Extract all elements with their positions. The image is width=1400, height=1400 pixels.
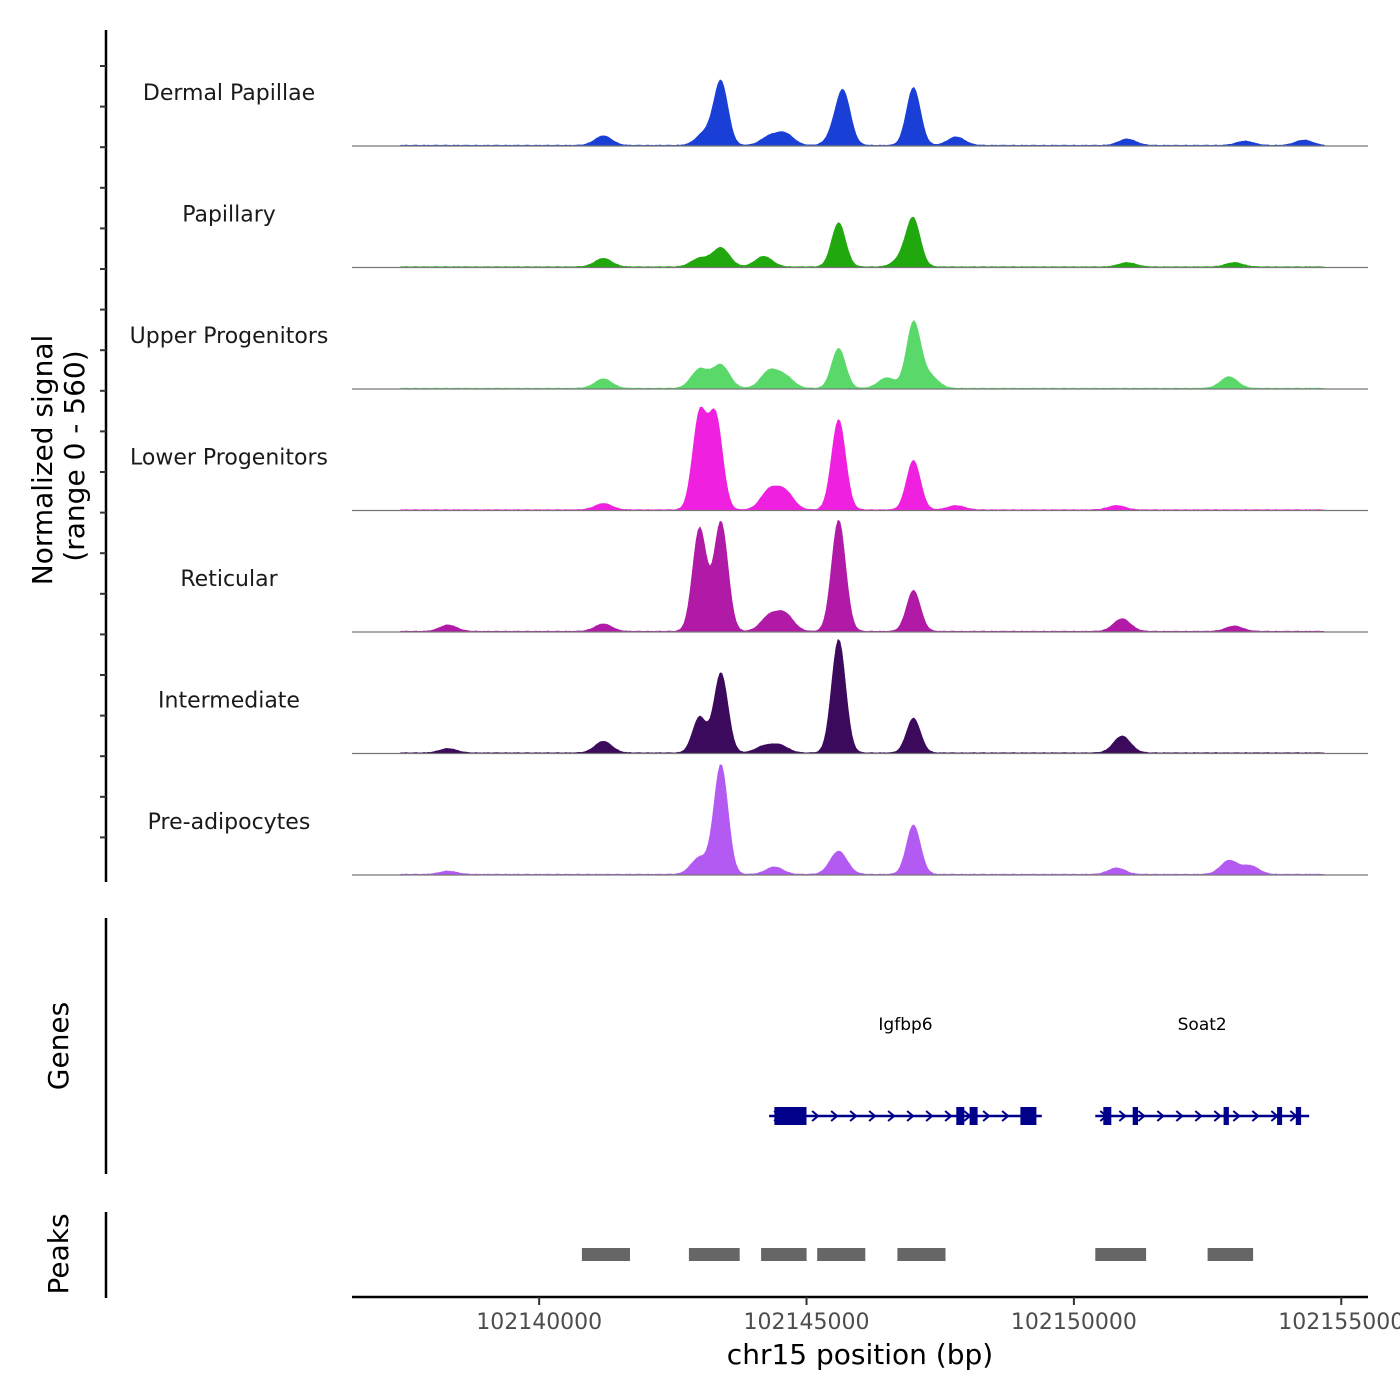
strand-arrow [1118, 1110, 1127, 1122]
gene-soat2: Soat2 [1095, 1015, 1310, 1125]
exon [1020, 1107, 1037, 1125]
peak-region [1207, 1248, 1254, 1261]
strand-arrow [1213, 1110, 1222, 1122]
track-label: Pre-adipocytes [148, 810, 311, 835]
gene-igfbp6: Igfbp6 [769, 1015, 1042, 1125]
peak-region [897, 1248, 946, 1261]
peak-region [581, 1248, 630, 1261]
strand-arrow [849, 1110, 858, 1122]
strand-arrow [830, 1110, 839, 1122]
track-reticular: Reticular [180, 519, 1368, 633]
x-tick-label: 102155000 [1278, 1310, 1400, 1335]
x-axis-ticks: 102140000 102145000 102150000 102155000 [476, 1297, 1400, 1335]
coverage-area [399, 519, 1326, 633]
coverage-area [399, 406, 1326, 511]
exon [1223, 1107, 1229, 1125]
strand-arrow [944, 1110, 953, 1122]
strand-arrow [887, 1110, 896, 1122]
strand-arrow [1175, 1110, 1184, 1122]
strand-arrow [1232, 1110, 1241, 1122]
coverage-tracks: Dermal Papillae Papillary Upper Progenitor… [130, 79, 1368, 876]
signal-y-ticks [100, 65, 106, 839]
peaks-panel-label: Peaks [42, 1213, 75, 1294]
coverage-area [399, 79, 1326, 147]
exon [1103, 1107, 1112, 1125]
track-label: Upper Progenitors [130, 324, 329, 349]
track-lower-progenitors: Lower Progenitors [130, 406, 1368, 512]
exon [1132, 1107, 1138, 1125]
gene-track: Igfbp6 Soat2 [769, 1015, 1310, 1125]
track-pre-adipocytes: Pre-adipocytes [148, 764, 1368, 876]
strand-arrow [906, 1110, 915, 1122]
exon [1277, 1107, 1283, 1125]
track-upper-progenitors: Upper Progenitors [130, 319, 1368, 390]
exon [956, 1107, 965, 1125]
strand-arrow [1156, 1110, 1165, 1122]
strand-arrow [1001, 1110, 1010, 1122]
peak-region [817, 1248, 866, 1261]
strand-arrow [1194, 1110, 1203, 1122]
x-tick-label: 102145000 [744, 1310, 870, 1335]
track-papillary: Papillary [182, 203, 1368, 269]
coverage-area [399, 638, 1326, 754]
exon [774, 1107, 807, 1125]
strand-arrow [982, 1110, 991, 1122]
exon [969, 1107, 978, 1125]
track-label: Intermediate [158, 689, 300, 714]
y-axis-label-line1: Normalized signal [26, 335, 59, 586]
peak-region [1095, 1248, 1147, 1261]
peak-track [581, 1248, 1254, 1261]
gene-label: Igfbp6 [878, 1015, 932, 1035]
track-label: Lower Progenitors [130, 446, 328, 471]
exon [1295, 1107, 1302, 1125]
coverage-area [399, 216, 1326, 268]
strand-arrow [925, 1110, 934, 1122]
track-intermediate: Intermediate [158, 638, 1368, 755]
peak-region [688, 1248, 740, 1261]
coverage-area [399, 319, 1326, 390]
genes-panel-label: Genes [42, 1002, 75, 1090]
y-axis-label-line2: (range 0 - 560) [58, 350, 91, 561]
track-label: Reticular [180, 567, 278, 592]
track-label: Dermal Papillae [143, 81, 315, 106]
gene-label: Soat2 [1178, 1015, 1227, 1035]
coverage-area [399, 764, 1326, 876]
strand-arrow [868, 1110, 877, 1122]
strand-arrow [1137, 1110, 1146, 1122]
x-tick-label: 102140000 [476, 1310, 602, 1335]
track-label: Papillary [182, 203, 276, 228]
peak-region [761, 1248, 807, 1261]
x-tick-label: 102150000 [1011, 1310, 1137, 1335]
track-dermal-papillae: Dermal Papillae [143, 79, 1368, 147]
strand-arrow [811, 1110, 820, 1122]
strand-arrow [1251, 1110, 1260, 1122]
x-axis-label: chr15 position (bp) [727, 1338, 993, 1371]
